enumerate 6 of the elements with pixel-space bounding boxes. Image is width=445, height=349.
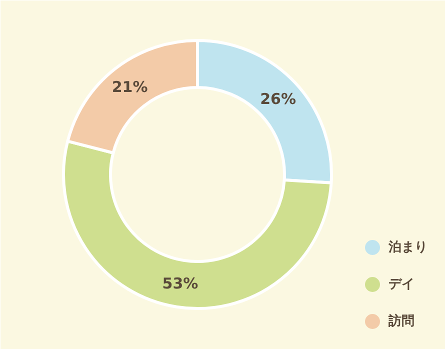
data-label: 21% bbox=[112, 78, 148, 96]
legend-label: 訪問 bbox=[388, 313, 414, 329]
data-label: 53% bbox=[162, 274, 198, 293]
data-label: 26% bbox=[260, 90, 296, 108]
legend-label: 泊まり bbox=[388, 240, 428, 255]
legend-label: デイ bbox=[388, 277, 414, 292]
